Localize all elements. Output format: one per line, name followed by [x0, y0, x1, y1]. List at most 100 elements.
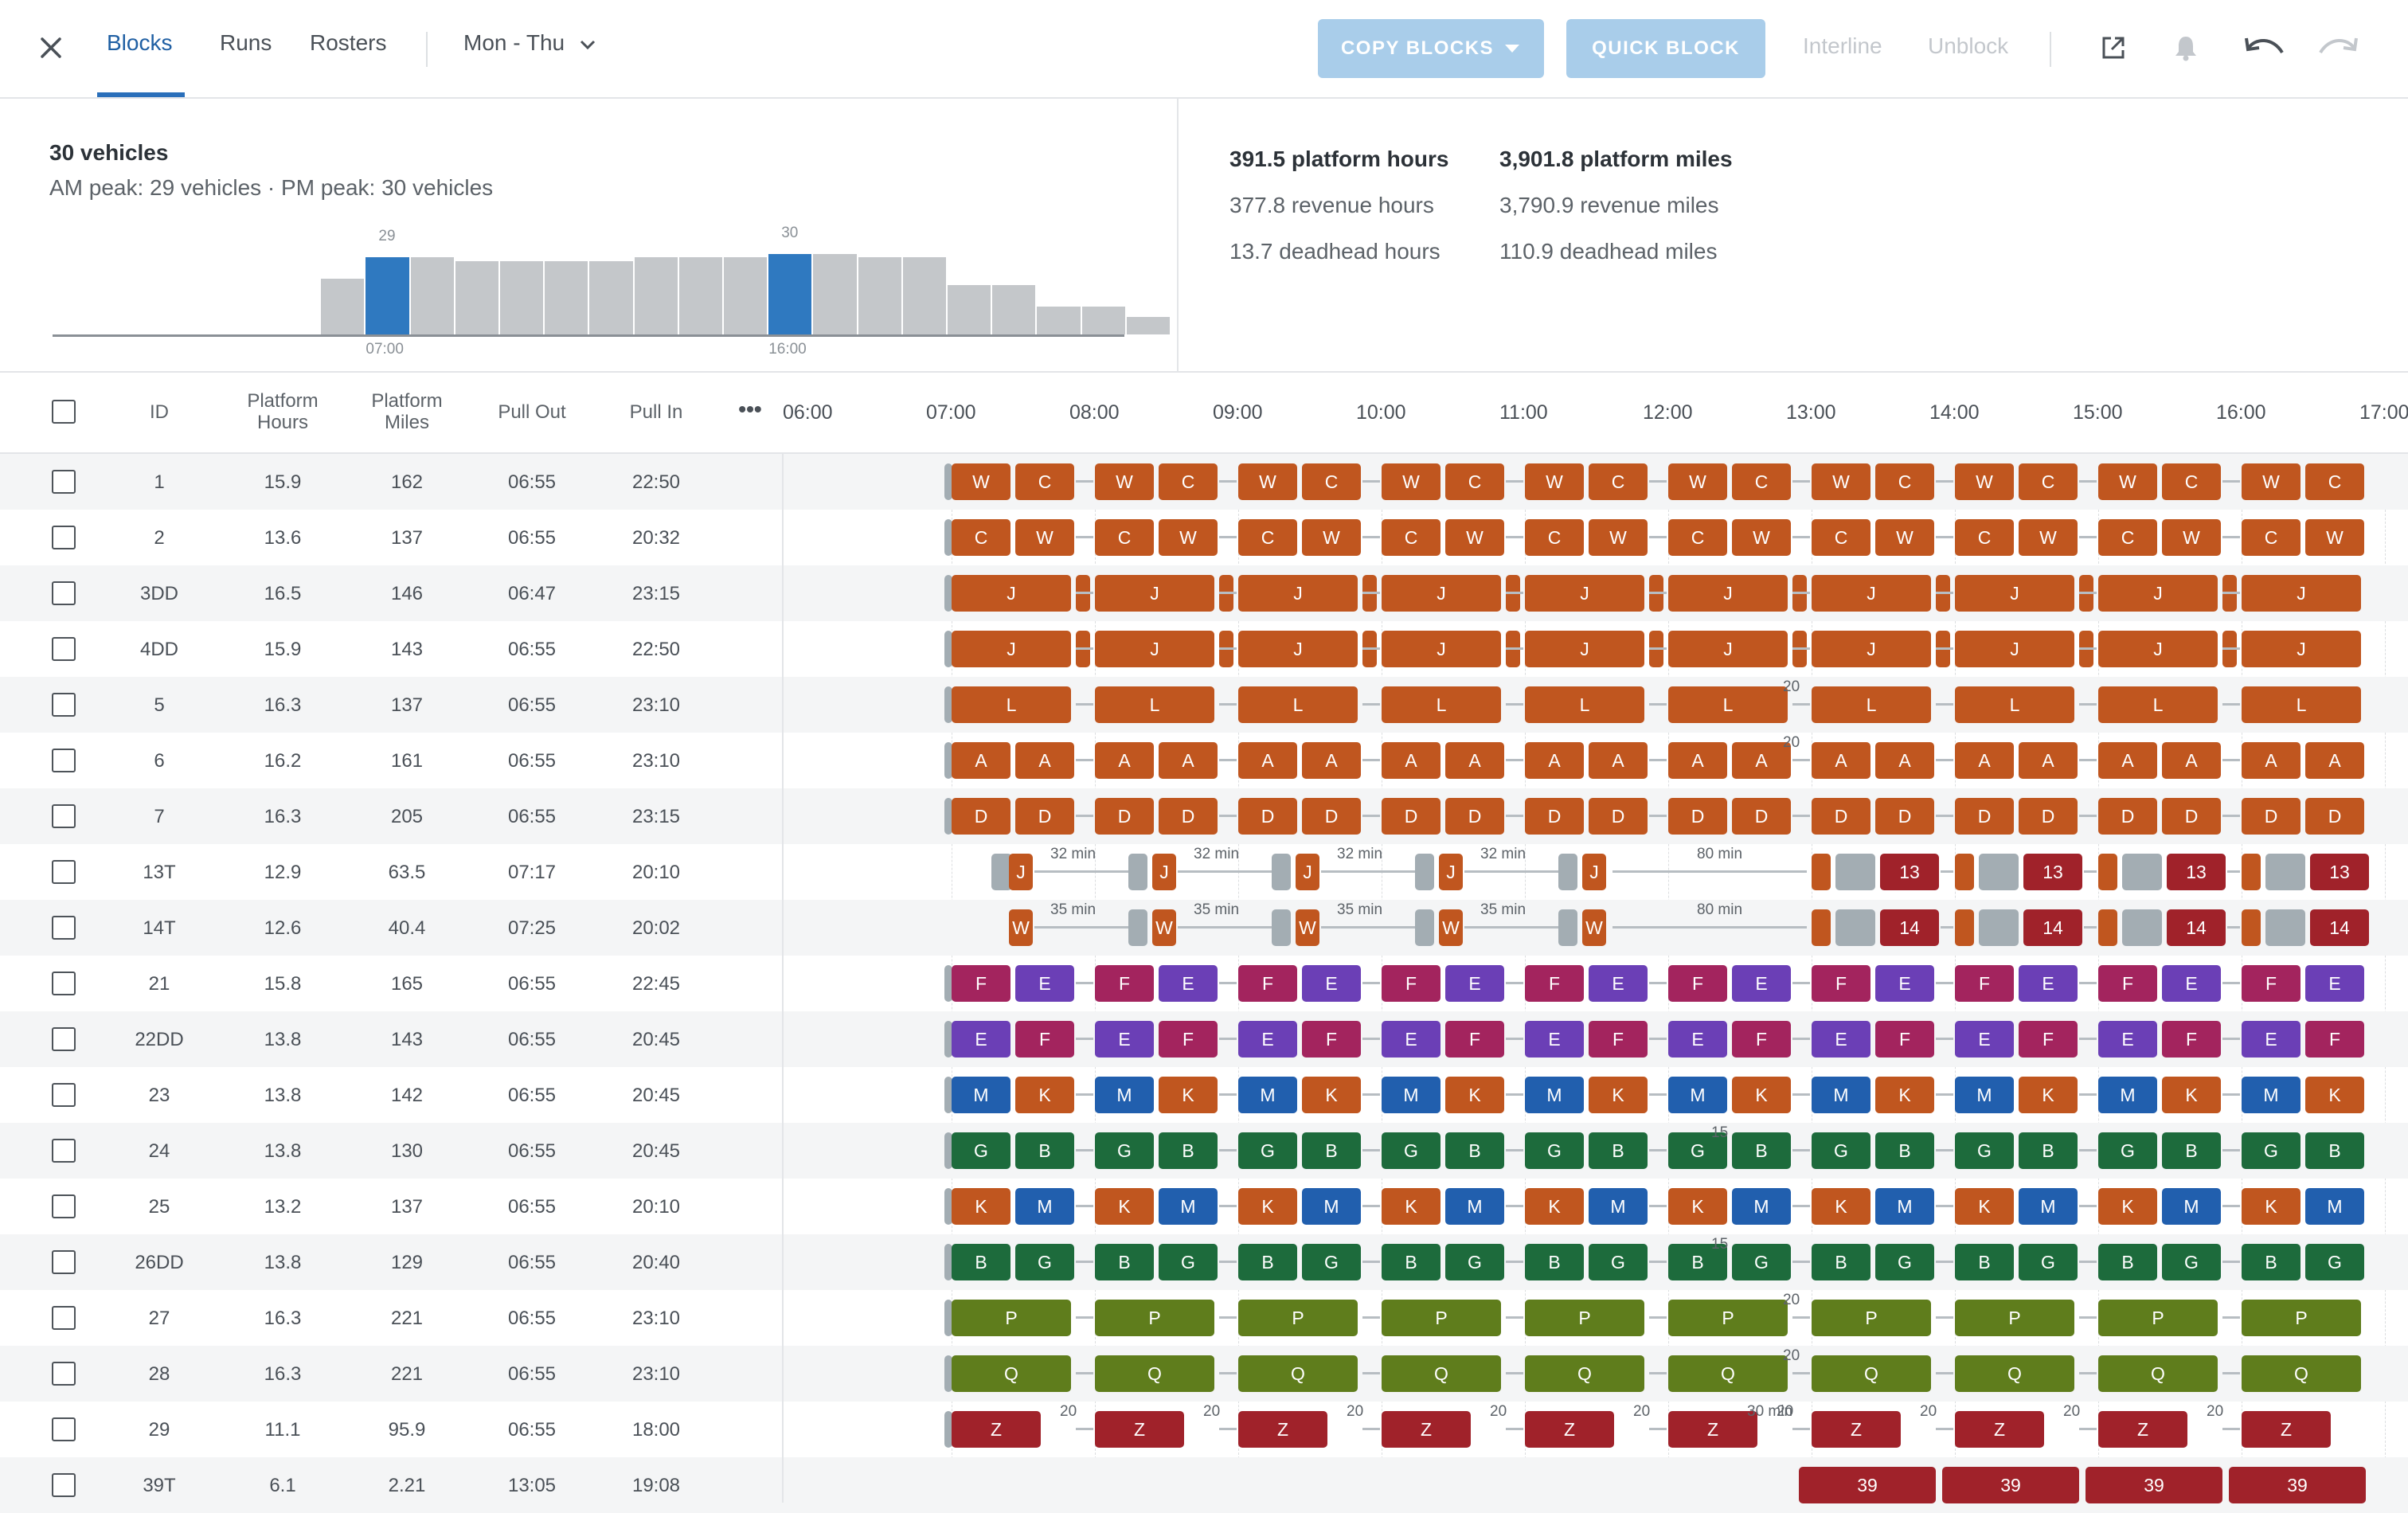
- tab-runs[interactable]: Runs: [220, 30, 272, 55]
- table-row[interactable]: 7 16.3 205 06:55 23:15 D D D D D D D D D D D D D D D D D D D D: [0, 788, 2408, 844]
- column-header-id[interactable]: ID: [150, 401, 169, 423]
- trip-block[interactable]: W: [1015, 519, 1074, 556]
- trip-block[interactable]: P: [1812, 1300, 1931, 1336]
- trip-block[interactable]: B: [952, 1244, 1010, 1280]
- row-checkbox[interactable]: [52, 804, 76, 828]
- trip-block[interactable]: E: [2162, 965, 2221, 1002]
- trip-block[interactable]: Q: [2098, 1355, 2218, 1392]
- trip-block[interactable]: Z: [952, 1411, 1041, 1448]
- bell-icon[interactable]: [2172, 33, 2199, 62]
- table-row[interactable]: 25 13.2 137 06:55 20:10 K M K M K M K M K M K M K M K M K M K M: [0, 1179, 2408, 1234]
- trip-block[interactable]: P: [1382, 1300, 1501, 1336]
- trip-block[interactable]: A: [1668, 742, 1727, 779]
- column-header-platform-miles[interactable]: Platform Miles: [371, 390, 443, 433]
- trip-block[interactable]: F: [1525, 965, 1584, 1002]
- trip-block[interactable]: E: [1382, 1021, 1440, 1058]
- trip-block[interactable]: M: [1875, 1188, 1934, 1225]
- unblock-button[interactable]: Unblock: [1928, 33, 2009, 58]
- trip-block[interactable]: F: [1015, 1021, 1074, 1058]
- trip-block[interactable]: M: [2019, 1188, 2078, 1225]
- trip-block[interactable]: D: [1238, 798, 1297, 835]
- trip-block[interactable]: A: [1589, 742, 1648, 779]
- trip-block[interactable]: Z: [1238, 1411, 1327, 1448]
- quick-block-button[interactable]: QUICK BLOCK: [1566, 19, 1765, 78]
- trip-block[interactable]: G: [1159, 1244, 1218, 1280]
- trip-block[interactable]: W: [1439, 909, 1463, 946]
- trip-block[interactable]: A: [1955, 742, 2014, 779]
- trip-block[interactable]: P: [1238, 1300, 1358, 1336]
- trip-block[interactable]: M: [1382, 1077, 1440, 1113]
- trip-block[interactable]: C: [1732, 463, 1791, 500]
- trip-block[interactable]: W: [2019, 519, 2078, 556]
- trip-block[interactable]: G: [1525, 1132, 1584, 1169]
- trip-block[interactable]: E: [1445, 965, 1504, 1002]
- trip-block[interactable]: E: [1015, 965, 1074, 1002]
- trip-block[interactable]: A: [1732, 742, 1791, 779]
- trip-block[interactable]: K: [1238, 1188, 1297, 1225]
- more-options-icon[interactable]: •••: [738, 397, 762, 421]
- trip-block[interactable]: J: [1582, 854, 1606, 890]
- trip-block[interactable]: W: [1152, 909, 1176, 946]
- row-checkbox[interactable]: [52, 470, 76, 494]
- tab-rosters[interactable]: Rosters: [310, 30, 387, 55]
- trip-block[interactable]: P: [2242, 1300, 2361, 1336]
- trip-block[interactable]: A: [2242, 742, 2300, 779]
- trip-block[interactable]: E: [1955, 1021, 2014, 1058]
- row-checkbox[interactable]: [52, 1083, 76, 1107]
- trip-block[interactable]: B: [2162, 1132, 2221, 1169]
- trip-block[interactable]: D: [1589, 798, 1648, 835]
- trip-block[interactable]: E: [1159, 965, 1218, 1002]
- trip-block[interactable]: Q: [1812, 1355, 1931, 1392]
- trip-block[interactable]: M: [1445, 1188, 1504, 1225]
- trip-block[interactable]: W: [952, 463, 1010, 500]
- trip-block[interactable]: K: [2019, 1077, 2078, 1113]
- trip-block[interactable]: G: [1875, 1244, 1934, 1280]
- trip-block[interactable]: K: [2305, 1077, 2364, 1113]
- trip-block[interactable]: 13: [2167, 854, 2226, 890]
- trip-block[interactable]: W: [2242, 463, 2300, 500]
- trip-block[interactable]: M: [2242, 1077, 2300, 1113]
- trip-block[interactable]: E: [1668, 1021, 1727, 1058]
- trip-block[interactable]: M: [2162, 1188, 2221, 1225]
- trip-block[interactable]: B: [1812, 1244, 1870, 1280]
- trip-block[interactable]: K: [952, 1188, 1010, 1225]
- trip-block[interactable]: Q: [952, 1355, 1071, 1392]
- table-row[interactable]: 2 13.6 137 06:55 20:32 C W C W C W C W C W C W C W C W C W C W: [0, 510, 2408, 565]
- trip-block[interactable]: W: [1525, 463, 1584, 500]
- trip-block[interactable]: E: [2305, 965, 2364, 1002]
- trip-block[interactable]: M: [1015, 1188, 1074, 1225]
- table-row[interactable]: 27 16.3 221 06:55 23:10 P P P P P P P P P P 20: [0, 1290, 2408, 1346]
- trip-block[interactable]: J: [2242, 575, 2361, 612]
- trip-block[interactable]: 39: [1799, 1467, 1936, 1503]
- copy-blocks-button[interactable]: COPY BLOCKS: [1318, 19, 1544, 78]
- trip-block[interactable]: D: [1875, 798, 1934, 835]
- trip-block[interactable]: Z: [1525, 1411, 1614, 1448]
- trip-block[interactable]: E: [1302, 965, 1361, 1002]
- trip-block[interactable]: F: [1955, 965, 2014, 1002]
- trip-block[interactable]: D: [1095, 798, 1154, 835]
- trip-block[interactable]: F: [2242, 965, 2300, 1002]
- trip-block[interactable]: G: [1589, 1244, 1648, 1280]
- trip-block[interactable]: G: [2305, 1244, 2364, 1280]
- trip-block[interactable]: F: [1812, 965, 1870, 1002]
- table-row[interactable]: 28 16.3 221 06:55 23:10 Q Q Q Q Q Q Q Q Q Q 20: [0, 1346, 2408, 1402]
- trip-block[interactable]: J: [2242, 631, 2361, 667]
- trip-block[interactable]: F: [1668, 965, 1727, 1002]
- trip-block[interactable]: B: [1095, 1244, 1154, 1280]
- trip-block[interactable]: 13: [2023, 854, 2082, 890]
- row-checkbox[interactable]: [52, 1250, 76, 1274]
- trip-block[interactable]: [2242, 854, 2261, 890]
- trip-block[interactable]: D: [1812, 798, 1870, 835]
- trip-block[interactable]: G: [2019, 1244, 2078, 1280]
- trip-block[interactable]: B: [1159, 1132, 1218, 1169]
- trip-block[interactable]: K: [1875, 1077, 1934, 1113]
- trip-block[interactable]: L: [1238, 686, 1358, 723]
- trip-block[interactable]: C: [2305, 463, 2364, 500]
- trip-block[interactable]: K: [2098, 1188, 2157, 1225]
- trip-block[interactable]: G: [1015, 1244, 1074, 1280]
- close-icon[interactable]: [35, 32, 67, 64]
- table-row[interactable]: 14T 12.6 40.4 07:25 20:02 W 35 min W 35 min W 35 m…: [0, 900, 2408, 956]
- trip-block[interactable]: W: [2162, 519, 2221, 556]
- trip-block[interactable]: A: [952, 742, 1010, 779]
- undo-icon[interactable]: [2244, 35, 2285, 62]
